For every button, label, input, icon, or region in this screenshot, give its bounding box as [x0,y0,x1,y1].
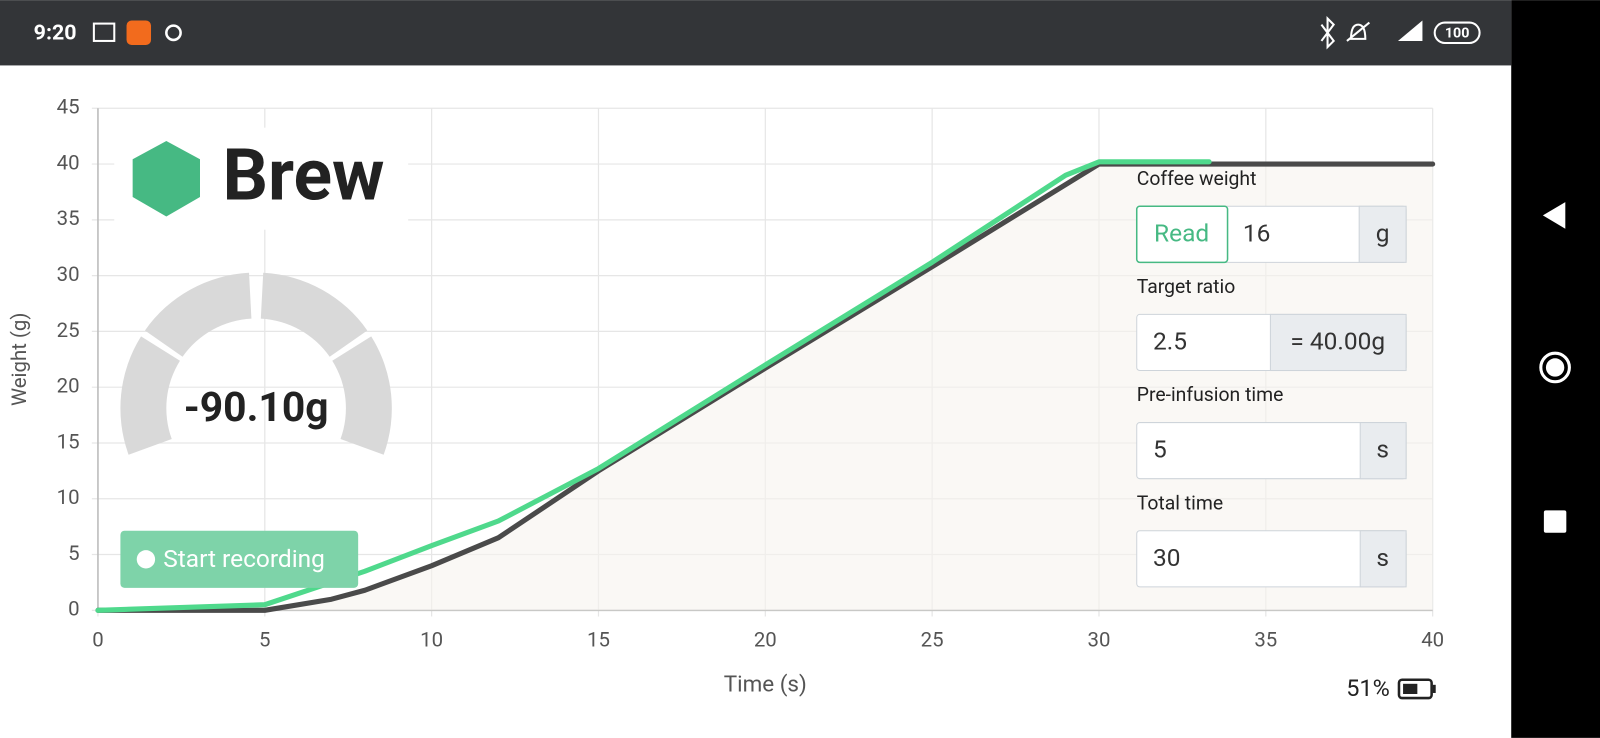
x-tick-label: 25 [921,627,944,651]
x-axis-label: Time (s) [724,672,807,698]
gauge-segment [120,336,180,455]
unit-label: g [1376,218,1390,247]
input-addon [1269,313,1407,372]
unit-label: s [1376,543,1389,572]
recorded-line [95,159,1212,613]
unit-label: s [1376,435,1389,464]
back-button[interactable] [1542,202,1566,229]
home-button-dot [1545,358,1565,377]
record-dot [136,550,156,569]
scale-battery-icon [1397,678,1433,700]
gauge-segment [260,272,368,357]
gauge-value: -90.10g [184,383,329,431]
read-button[interactable] [1135,205,1229,264]
field-label: Target ratio [1137,275,1236,298]
signal-icon [1397,20,1423,41]
x-tick-label: 35 [1254,627,1277,651]
read-button-label: Read [1154,218,1209,247]
x-tick-label: 5 [259,627,270,651]
gauge [120,272,392,455]
y-tick-label: 15 [57,429,80,453]
total-time-input[interactable]: 30 [1153,543,1181,572]
preinfusion-input[interactable]: 5 [1153,435,1167,464]
scale-battery-fill [1403,683,1418,694]
y-tick-label: 40 [57,150,80,174]
bluetooth-icon [1320,16,1336,50]
target-area [97,164,1433,611]
battery-icon [1433,21,1481,45]
clock: 9:20 [34,20,77,45]
field-label: Total time [1137,491,1223,514]
y-tick-label: 5 [68,541,79,565]
app-icon [126,20,152,46]
mute-icon [1346,21,1371,42]
home-button[interactable] [1539,351,1571,384]
scale-battery-tip [1432,684,1436,693]
input-addon [1359,530,1407,588]
start-recording-button[interactable] [120,530,359,588]
logo [132,140,200,217]
field-label: Pre-infusion time [1137,383,1284,406]
target-result: = 40.00g [1290,326,1385,355]
coffee-weight-input[interactable]: 16 [1243,218,1271,247]
y-tick-label: 30 [57,262,80,286]
target-ratio-input[interactable]: 2.5 [1153,326,1187,355]
y-tick-label: 35 [57,206,80,230]
input-addon [1359,422,1407,480]
gauge-segment [144,272,252,357]
overlay: Brew -90.10g Start recording Coffee weig… [114,127,1436,702]
x-tick-label: 0 [92,627,103,651]
input-addon [1358,205,1407,263]
x-tick-label: 40 [1421,627,1444,651]
y-tick-label: 25 [57,318,80,342]
y-tick-label: 10 [57,485,80,509]
calendar-icon [92,22,116,42]
field-label: Coffee weight [1137,167,1257,190]
x-tick-label: 10 [420,627,443,651]
status-bar [0,0,1512,66]
start-recording-label: Start recording [163,544,325,573]
watch-icon [165,24,182,42]
x-tick-label: 20 [754,627,777,651]
y-tick-label: 45 [57,95,80,119]
scale-battery: 51% [1346,674,1390,702]
app-title: Brew [222,135,384,218]
recents-button[interactable] [1543,510,1567,533]
target-line [95,161,1436,613]
x-tick-label: 15 [587,627,610,651]
y-tick-label: 0 [68,597,79,621]
x-tick-label: 30 [1088,627,1111,651]
y-axis-label: Weight (g) [7,313,31,407]
battery-level: 100 [1445,26,1470,42]
y-tick-label: 20 [57,374,80,398]
gauge-segment [332,336,392,455]
